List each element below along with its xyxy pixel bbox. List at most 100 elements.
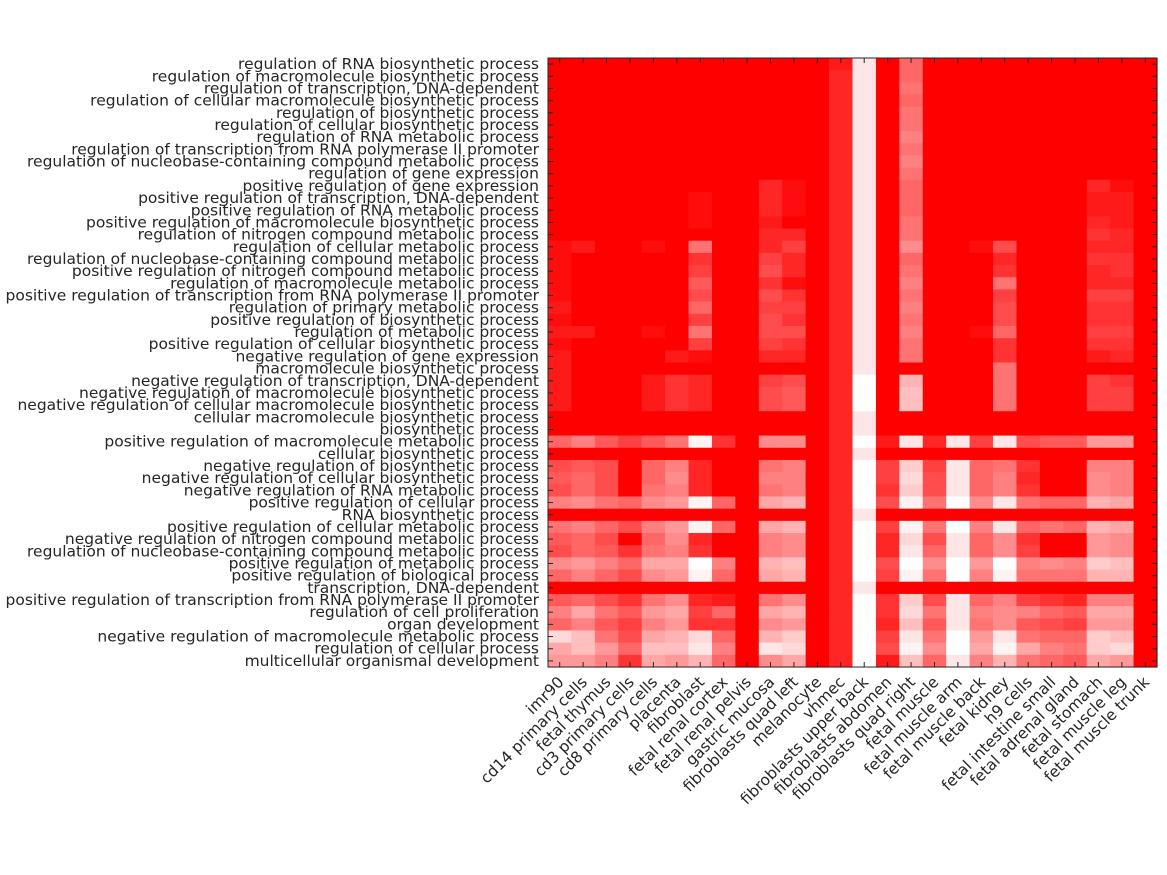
heatmap-cell [852, 118, 877, 132]
heatmap-cell [993, 277, 1018, 291]
heatmap-cell [594, 459, 619, 473]
heatmap-cell [946, 472, 971, 485]
heatmap-cell [758, 167, 783, 181]
heatmap-cell [548, 459, 573, 473]
heatmap-cell [758, 216, 783, 230]
heatmap-cell [1039, 508, 1064, 522]
heatmap-cell [1039, 606, 1064, 619]
heatmap-cell [758, 143, 783, 157]
heatmap-cell [969, 313, 994, 327]
heatmap-cell [571, 411, 596, 424]
heatmap-cell [1086, 252, 1111, 266]
heatmap-cell [665, 70, 690, 83]
heatmap-cell [594, 240, 619, 254]
heatmap-cell [688, 533, 713, 546]
heatmap-cell [571, 386, 596, 400]
heatmap-cell [735, 228, 760, 242]
heatmap-cell [829, 399, 854, 412]
heatmap-cell [594, 545, 619, 558]
heatmap-cell [852, 545, 877, 558]
heatmap-cell [594, 106, 619, 120]
heatmap-cell [1133, 252, 1158, 266]
heatmap-cell [852, 204, 877, 217]
heatmap-cell [852, 325, 877, 339]
y-tick-label: negative regulation of cellular macromol… [17, 396, 539, 414]
heatmap-cell [805, 131, 830, 144]
heatmap-cell [571, 642, 596, 656]
heatmap-cell [641, 58, 666, 71]
heatmap-cell [782, 411, 807, 424]
heatmap-cell [829, 106, 854, 120]
heatmap-cell [571, 374, 596, 388]
heatmap-cell [594, 496, 619, 510]
heatmap-cell [735, 338, 760, 351]
heatmap-cell [969, 447, 994, 461]
heatmap-cell [618, 106, 643, 120]
heatmap-cell [946, 423, 971, 437]
heatmap-cell [782, 508, 807, 522]
heatmap-cell [852, 155, 877, 169]
heatmap-cell [899, 155, 924, 169]
heatmap-cell [946, 301, 971, 315]
heatmap-cell [1110, 545, 1135, 558]
heatmap-cell [852, 569, 877, 583]
heatmap-cell [946, 435, 971, 449]
heatmap-cell [641, 216, 666, 230]
heatmap-cell [688, 325, 713, 339]
heatmap-cell [922, 362, 947, 376]
heatmap-cell [922, 399, 947, 412]
heatmap-cell [993, 155, 1018, 169]
heatmap-cell [852, 131, 877, 144]
heatmap-cell [758, 386, 783, 400]
heatmap-cell [711, 435, 736, 449]
heatmap-cell [993, 520, 1018, 534]
heatmap-cell [922, 167, 947, 181]
heatmap-cell [548, 606, 573, 619]
heatmap-cell [899, 325, 924, 339]
heatmap-cell [711, 265, 736, 278]
heatmap-cell [829, 252, 854, 266]
heatmap-cell [1039, 313, 1064, 327]
heatmap-cell [618, 642, 643, 656]
heatmap-cell [1133, 545, 1158, 558]
heatmap-cell [993, 82, 1018, 96]
y-tick-label: regulation of cellular metabolic process [233, 238, 539, 256]
heatmap-cell [571, 94, 596, 108]
heatmap-cell [571, 630, 596, 644]
heatmap-cell [782, 496, 807, 510]
heatmap-cell [829, 496, 854, 510]
heatmap-cell [758, 94, 783, 108]
heatmap-cell [665, 338, 690, 351]
heatmap-cell [618, 484, 643, 498]
heatmap-cell [571, 265, 596, 278]
heatmap-cell [1016, 94, 1041, 108]
heatmap-cell [946, 374, 971, 388]
heatmap-cell [618, 94, 643, 108]
heatmap-cell [899, 496, 924, 510]
heatmap-cell [1133, 508, 1158, 522]
heatmap-cell [852, 593, 877, 607]
heatmap-cell [571, 325, 596, 339]
heatmap-cell [571, 131, 596, 144]
heatmap-cell [829, 520, 854, 534]
heatmap-cell [1133, 313, 1158, 327]
heatmap-cell [782, 338, 807, 351]
heatmap-cell [1133, 70, 1158, 83]
heatmap-cell [711, 508, 736, 522]
heatmap-cell [548, 82, 573, 96]
heatmap-cell [1016, 204, 1041, 217]
heatmap-cell [829, 143, 854, 157]
heatmap-cell [571, 82, 596, 96]
heatmap-cell [1063, 82, 1088, 96]
heatmap-cell [922, 593, 947, 607]
heatmap-cell [1086, 520, 1111, 534]
heatmap-cell [1063, 338, 1088, 351]
heatmap-cell [899, 386, 924, 400]
heatmap-cell [594, 630, 619, 644]
heatmap-cell [805, 472, 830, 485]
heatmap-cell [899, 94, 924, 108]
heatmap-cell [1086, 216, 1111, 230]
heatmap-cell [922, 143, 947, 157]
heatmap-cell [852, 399, 877, 412]
heatmap-cell [711, 143, 736, 157]
